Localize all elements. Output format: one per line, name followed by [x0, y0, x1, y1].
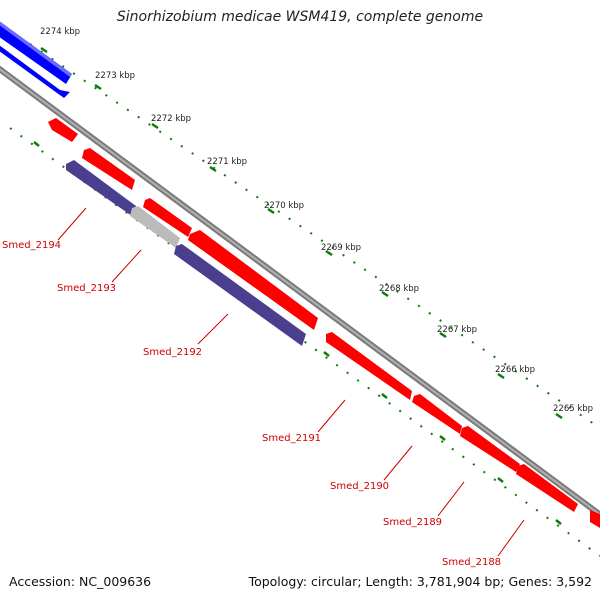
gene-label-leaders: [57, 207, 525, 557]
gene-label: Smed_2189: [383, 517, 442, 528]
tick-label: 2268 kbp: [379, 284, 419, 294]
gene-label: Smed_2190: [330, 481, 389, 492]
gene-labels: Smed_2194 Smed_2193 Smed_2192 Smed_2191 …: [2, 240, 501, 568]
gene-label: Smed_2192: [143, 347, 202, 358]
gene-block-smed-2190: [412, 394, 462, 434]
tick-label: 2269 kbp: [321, 243, 361, 253]
length-label: Length:: [365, 574, 413, 589]
gene-label: Smed_2191: [262, 433, 321, 444]
tick-label: 2271 kbp: [207, 157, 247, 167]
gene-block-smed-2189: [460, 426, 520, 472]
gene-block-smed-2193: [82, 148, 135, 190]
gene-block-smed-2192-top: [143, 198, 192, 237]
accession-label: Accession:: [9, 574, 76, 589]
other-features: [66, 160, 306, 346]
inner-tick-track: [9, 127, 600, 557]
tick-label: 2270 kbp: [264, 201, 304, 211]
tick-labels: 2274 kbp 2273 kbp 2272 kbp 2271 kbp 2270…: [40, 27, 593, 414]
gene-block-long: [188, 230, 318, 330]
gene-block-smed-2188: [516, 464, 578, 512]
tick-label: 2266 kbp: [495, 365, 535, 375]
tick-label: 2267 kbp: [437, 325, 477, 335]
topology-label: Topology:: [248, 574, 308, 589]
gene-block-partial: [48, 118, 78, 142]
genome-summary: Topology: circular; Length: 3,781,904 bp…: [249, 574, 592, 589]
gene-block-edge: [590, 510, 600, 528]
tick-label: 2273 kbp: [95, 71, 135, 81]
genes-label: Genes:: [508, 574, 553, 589]
gene-label: Smed_2193: [57, 283, 116, 294]
gene-label: Smed_2194: [2, 240, 61, 251]
length-value: 3,781,904 bp;: [416, 574, 505, 589]
gene-block-smed-2191: [326, 332, 412, 400]
map-title: Sinorhizobium medicae WSM419, complete g…: [116, 9, 484, 25]
accession-value: NC_009636: [79, 574, 152, 589]
tick-label: 2265 kbp: [553, 404, 593, 414]
outer-major-ticks: [40, 46, 563, 420]
topology-value: circular;: [311, 574, 362, 589]
accession-info: Accession: NC_009636: [9, 574, 151, 589]
genome-backbone: [0, 65, 600, 519]
tick-label: 2272 kbp: [151, 114, 191, 124]
gene-label: Smed_2188: [442, 557, 501, 568]
genes-value: 3,592: [556, 574, 592, 589]
reverse-strand-features: [0, 21, 72, 98]
outer-tick-track: [29, 43, 600, 429]
forward-strand-features: [48, 118, 600, 528]
tick-label: 2274 kbp: [40, 27, 80, 37]
